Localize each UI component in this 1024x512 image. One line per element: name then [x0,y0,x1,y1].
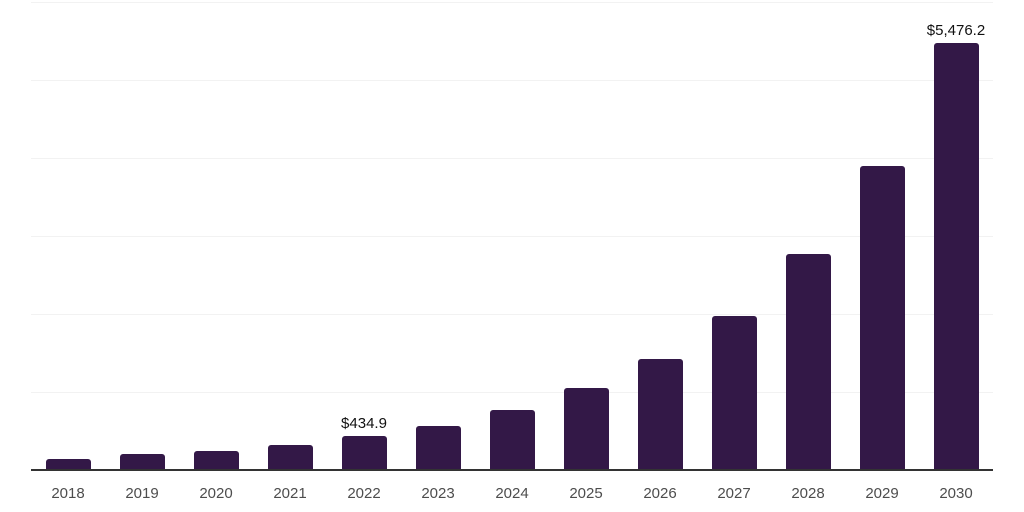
x-tick-label-2019: 2019 [125,485,159,502]
bar-2024 [489,409,535,470]
value-label-2022: $434.9 [341,415,387,433]
bar-2022 [341,436,387,470]
x-tick-label-2022: 2022 [347,485,381,502]
gridline-1000 [31,392,993,393]
gridline-5000 [31,80,993,81]
value-label-2030: $5,476.2 [926,21,986,39]
gridline-2000 [31,314,993,315]
x-tick-label-2029: 2029 [865,485,899,502]
bar-2018 [45,459,91,470]
x-tick-label-2021: 2021 [273,485,307,502]
x-tick-label-2027: 2027 [717,485,751,502]
gridline-6000 [31,2,993,3]
x-tick-label-2025: 2025 [569,485,603,502]
bar-2028 [785,253,831,470]
x-tick-label-2028: 2028 [791,485,825,502]
bar-2019 [119,454,165,470]
bar-2029 [859,165,905,470]
bar-2027 [711,316,757,470]
bar-2023 [415,425,461,470]
x-tick-label-2018: 2018 [51,485,85,502]
x-axis-line [31,469,993,471]
bar-2030 [933,42,979,470]
x-tick-label-2026: 2026 [643,485,677,502]
bar-2020 [193,450,239,470]
bar-2026 [637,358,683,470]
gridline-3000 [31,236,993,237]
x-tick-label-2020: 2020 [199,485,233,502]
x-tick-label-2030: 2030 [939,485,973,502]
x-tick-label-2023: 2023 [421,485,455,502]
x-tick-label-2024: 2024 [495,485,529,502]
bar-2025 [563,387,609,470]
bar-2021 [267,445,313,470]
gridline-4000 [31,158,993,159]
